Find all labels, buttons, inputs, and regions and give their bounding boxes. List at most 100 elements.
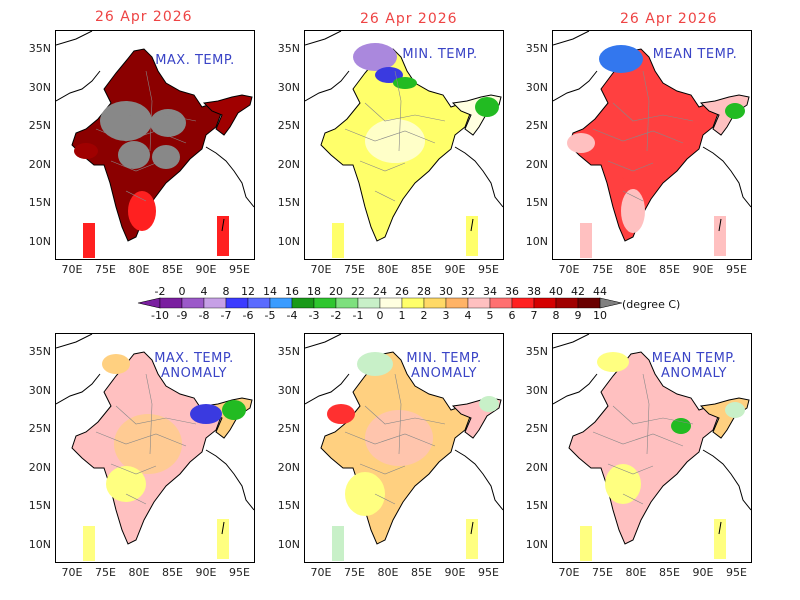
x-axis-tick-label: 70E (61, 263, 83, 276)
map-panel-min-anomaly (304, 333, 504, 563)
colorbar-top-label: 20 (329, 285, 343, 298)
map-panel-mean-temp (552, 30, 752, 260)
panel-title-text: MEAN TEMP. (651, 351, 737, 366)
colorbar-swatch (291, 297, 315, 309)
map-panel-mean-anomaly (552, 333, 752, 563)
india-map (305, 334, 503, 561)
x-axis-tick-label: 80E (128, 566, 150, 579)
x-axis-tick-label: 70E (310, 263, 332, 276)
y-axis-tick-label: 35N (277, 42, 300, 55)
date-label-1: 26 Apr 2026 (95, 9, 193, 25)
map-panel-max-temp (55, 30, 255, 260)
panel-title-mean-anomaly: MEAN TEMP. ANOMALY (638, 351, 750, 381)
colorbar-top-label: 40 (549, 285, 563, 298)
colorbar-right-arrow (599, 297, 623, 309)
x-axis-tick-label: 90E (195, 263, 217, 276)
x-axis-tick-label: 85E (659, 566, 680, 579)
colorbar-swatch (269, 297, 293, 309)
andaman-box (466, 216, 478, 256)
x-axis-tick-label: 70E (558, 566, 580, 579)
lakshadweep-box (83, 223, 95, 258)
colorbar-bottom-label: 5 (486, 309, 494, 322)
temperature-patch (375, 67, 403, 83)
y-axis-tick-label: 30N (525, 383, 548, 397)
panel-subtitle-text: ANOMALY (411, 366, 477, 381)
temperature-patch (152, 145, 180, 169)
colorbar-bottom-label: -8 (198, 309, 210, 322)
colorbar-top-label: 38 (527, 285, 541, 298)
temperature-patch (102, 354, 130, 374)
colorbar-top-label: 0 (178, 285, 186, 298)
temperature-patch (150, 109, 186, 137)
coastline (56, 334, 254, 511)
temperature-patch (222, 400, 246, 420)
colorbar-top-label: 42 (571, 285, 585, 298)
x-axis-tick-label: 85E (162, 566, 183, 579)
colorbar-top-label: 26 (395, 285, 409, 298)
temperature-patch (725, 103, 745, 119)
state-boundaries (592, 373, 694, 505)
temperature-patch (671, 418, 691, 434)
coastline (553, 334, 751, 511)
india-map (553, 334, 751, 561)
y-axis-tick-label: 25N (277, 422, 300, 435)
panel-title-text: MAX. TEMP. (155, 53, 235, 68)
andaman-island (470, 218, 474, 232)
y-axis-tick-label: 35N (28, 345, 51, 358)
x-axis-tick-label: 75E (344, 566, 365, 579)
state-boundaries (95, 373, 197, 505)
coastline (305, 31, 503, 208)
y-axis-tick-label: 20N (525, 460, 548, 474)
colorbar-swatch (511, 297, 535, 309)
colorbar-swatch (555, 297, 579, 309)
colorbar-bottom-label: 9 (574, 309, 582, 322)
state-boundaries (95, 70, 197, 202)
temperature-patch (100, 101, 152, 141)
colorbar-bottom-label: 6 (508, 309, 516, 322)
colorbar-top-label: 44 (593, 285, 607, 298)
y-axis-tick-label: 35N (277, 345, 300, 358)
colorbar-swatch (335, 297, 359, 309)
andaman-box (714, 519, 726, 559)
y-axis-tick-label: 10N (28, 537, 51, 551)
andaman-island (718, 218, 722, 232)
x-axis-tick-label: 70E (310, 566, 332, 579)
panel-title-text: MAX. TEMP. (154, 351, 234, 366)
y-axis-tick-label: 25N (28, 119, 51, 132)
colorbar-bottom-label: -7 (220, 309, 232, 322)
panel-title-min-temp: MIN. TEMP. (390, 47, 490, 62)
y-axis-tick-label: 10N (525, 234, 548, 248)
temperature-patch (118, 141, 150, 169)
colorbar-top-label: -2 (154, 285, 166, 298)
colorbar-swatch (489, 297, 513, 309)
colorbar-top-label: 4 (200, 285, 208, 298)
colorbar-left-arrow (137, 297, 161, 309)
y-axis-tick-label: 10N (28, 234, 51, 248)
colorbar-bottom-label: -5 (264, 309, 276, 322)
temperature-patch (479, 396, 499, 412)
y-axis-tick-label: 15N (277, 196, 300, 209)
panel-title-text: MIN. TEMP. (402, 47, 478, 62)
india-map (56, 31, 254, 258)
y-axis-tick-label: 25N (525, 422, 548, 435)
colorbar-bottom-label: -4 (286, 309, 298, 322)
x-axis-tick-label: 75E (592, 566, 613, 579)
andaman-island (221, 521, 225, 535)
lakshadweep-box (332, 223, 344, 258)
temperature-patch (597, 352, 629, 372)
x-axis-tick-label: 95E (478, 566, 499, 579)
temperature-patch (345, 472, 385, 516)
y-axis-tick-label: 25N (525, 119, 548, 132)
colorbar-bottom-label: -1 (352, 309, 364, 322)
panel-title-mean-temp: MEAN TEMP. (640, 47, 750, 62)
x-axis-tick-label: 90E (195, 566, 217, 579)
panel-subtitle-text: ANOMALY (661, 366, 727, 381)
y-axis-tick-label: 20N (277, 460, 300, 474)
colorbar-swatch (181, 297, 205, 309)
panel-title-max-anomaly: MAX. TEMP. ANOMALY (138, 351, 250, 381)
india-region (71, 48, 223, 242)
y-axis-tick-label: 35N (28, 42, 51, 55)
colorbar-top-label: 12 (241, 285, 255, 298)
y-axis-tick-label: 25N (28, 422, 51, 435)
date-label-3: 26 Apr 2026 (620, 11, 718, 27)
